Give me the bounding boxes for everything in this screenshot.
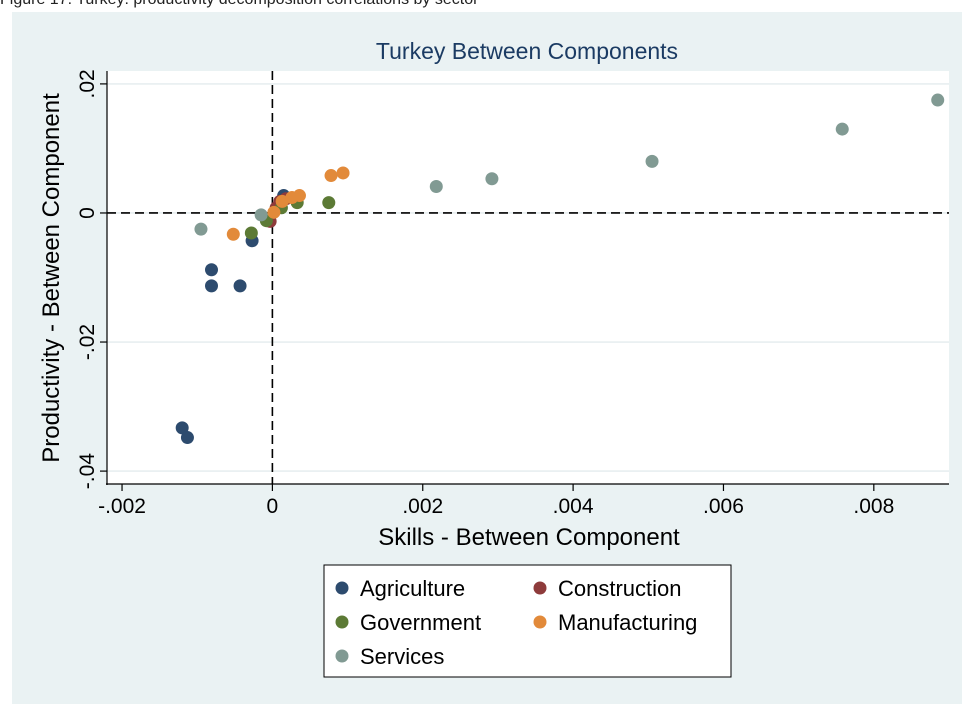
x-tick-label: .008 [853,495,894,518]
legend-items: Agriculture Construction Government Manufac… [335,576,697,669]
x-tick-label: 0 [267,495,279,518]
data-point-services [429,180,443,194]
x-tick-label: .004 [553,495,594,518]
legend-label-manufacturing: Manufacturing [558,610,697,635]
legend-marker-services [335,649,349,663]
x-tick-label: .006 [703,495,744,518]
data-point-services [254,208,268,222]
legend-label-construction: Construction [558,576,682,601]
y-axis-label: Productivity - Between Component [38,93,65,463]
legend-marker-construction [533,581,547,595]
y-tick-label: 0 [76,207,99,219]
x-tick-label: -.002 [98,495,146,518]
data-point-services [931,93,945,107]
figure-caption: Figure 17: Turkey: productivity decompos… [0,0,478,9]
data-point-manufacturing [275,194,289,208]
data-point-agriculture [204,279,218,293]
plot-area [107,71,949,484]
y-tick-label: -.02 [76,324,99,360]
legend-marker-manufacturing [533,615,547,629]
legend-label-government: Government [360,610,481,635]
data-point-services [485,172,499,186]
data-point-agriculture [204,263,218,277]
y-tick-label: .02 [76,69,99,98]
data-point-services [645,154,659,168]
axes [106,71,949,485]
data-point-government [322,196,336,210]
data-points [175,93,945,445]
data-point-manufacturing [336,166,350,180]
y-axis-ticks: -.04 -.02 0 .02 [76,69,107,489]
legend-label-services: Services [360,644,444,669]
scatter-chart: Turkey Between Components -.002 0 .002 .004… [38,38,949,678]
x-axis-label: Skills - Between Component [378,524,680,551]
data-point-manufacturing [292,189,306,203]
data-point-services [835,122,849,136]
data-point-agriculture [180,431,194,445]
data-point-services [194,222,208,236]
chart-title: Turkey Between Components [376,38,678,64]
chart-frame: Turkey Between Components -.002 0 .002 .004… [12,12,962,704]
legend-label-agriculture: Agriculture [360,576,465,601]
data-point-government [244,226,258,240]
data-point-manufacturing [324,169,338,183]
reference-lines [107,71,949,484]
y-tick-label: -.04 [76,453,99,490]
data-point-manufacturing [267,205,281,219]
data-point-agriculture [175,421,189,435]
data-point-agriculture [233,279,247,293]
legend-marker-agriculture [335,581,349,595]
x-axis-ticks: -.002 0 .002 .004 .006 .008 [98,484,894,518]
data-point-manufacturing [226,227,240,241]
legend-marker-government [335,615,349,629]
legend [323,564,732,678]
x-tick-label: .002 [402,495,443,518]
